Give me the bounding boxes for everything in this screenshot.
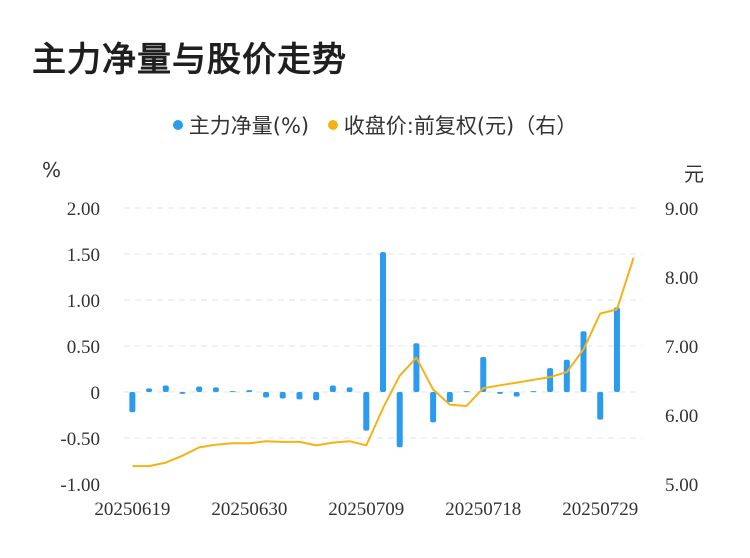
y-right-tick-label: 8.00 — [665, 268, 698, 289]
bar — [146, 388, 153, 392]
bar — [563, 359, 570, 392]
y-left-tick-label: 2.00 — [67, 199, 100, 220]
bar — [446, 392, 453, 403]
x-tick-label: 20250729 — [562, 499, 638, 520]
bar — [329, 385, 336, 392]
y-left-tick-label: 0.50 — [67, 337, 100, 358]
y-right-tick-label: 5.00 — [665, 475, 698, 496]
bar — [396, 392, 403, 448]
bar — [496, 392, 503, 394]
bar — [430, 392, 437, 423]
bar — [363, 392, 370, 431]
x-tick-label: 20250630 — [211, 499, 287, 520]
bar — [229, 391, 236, 393]
bar — [480, 357, 487, 392]
bar — [246, 390, 253, 392]
bar — [346, 387, 353, 392]
y-right-tick-label: 7.00 — [665, 337, 698, 358]
y-left-tick-label: 0 — [91, 383, 101, 404]
bar — [513, 392, 520, 397]
bar — [580, 331, 587, 392]
legend-dot-icon — [327, 120, 338, 130]
bar — [597, 392, 604, 420]
y-left-tick-label: -1.00 — [60, 475, 100, 496]
legend-dot-icon — [172, 120, 183, 130]
y-right-tick-label: 6.00 — [665, 406, 698, 427]
bar — [212, 387, 219, 392]
y-right-tick-label: 9.00 — [665, 199, 698, 220]
bar — [413, 343, 420, 392]
bar — [179, 392, 186, 394]
bar — [263, 392, 270, 398]
x-tick-label: 20250619 — [94, 499, 170, 520]
bar — [463, 391, 470, 393]
x-tick-label: 20250709 — [328, 499, 404, 520]
bar — [530, 391, 537, 393]
y-left-tick-label: 1.00 — [67, 291, 100, 312]
legend: 主力净量(%) 收盘价:前复权(元)（右） — [0, 110, 750, 140]
bar — [313, 392, 320, 401]
legend-item-main-net[interactable]: 主力净量(%) — [172, 110, 310, 140]
legend-label: 收盘价:前复权(元)（右） — [343, 114, 578, 138]
bar — [613, 307, 620, 392]
chart-title: 主力净量与股价走势 — [32, 40, 347, 80]
bar — [162, 385, 169, 392]
bar — [380, 252, 386, 392]
x-tick-label: 20250718 — [445, 499, 521, 520]
bar — [279, 392, 286, 399]
legend-label: 主力净量(%) — [188, 114, 310, 138]
bar — [296, 392, 303, 400]
legend-item-close-price[interactable]: 收盘价:前复权(元)（右） — [327, 110, 578, 140]
price-line — [132, 257, 635, 468]
bar — [129, 392, 136, 413]
bar — [196, 386, 203, 392]
y-left-tick-label: 1.50 — [67, 245, 100, 266]
left-axis-unit: % — [42, 158, 62, 182]
y-left-tick-label: -0.50 — [60, 429, 100, 450]
right-axis-unit: 元 — [684, 162, 704, 186]
bar — [547, 368, 554, 392]
